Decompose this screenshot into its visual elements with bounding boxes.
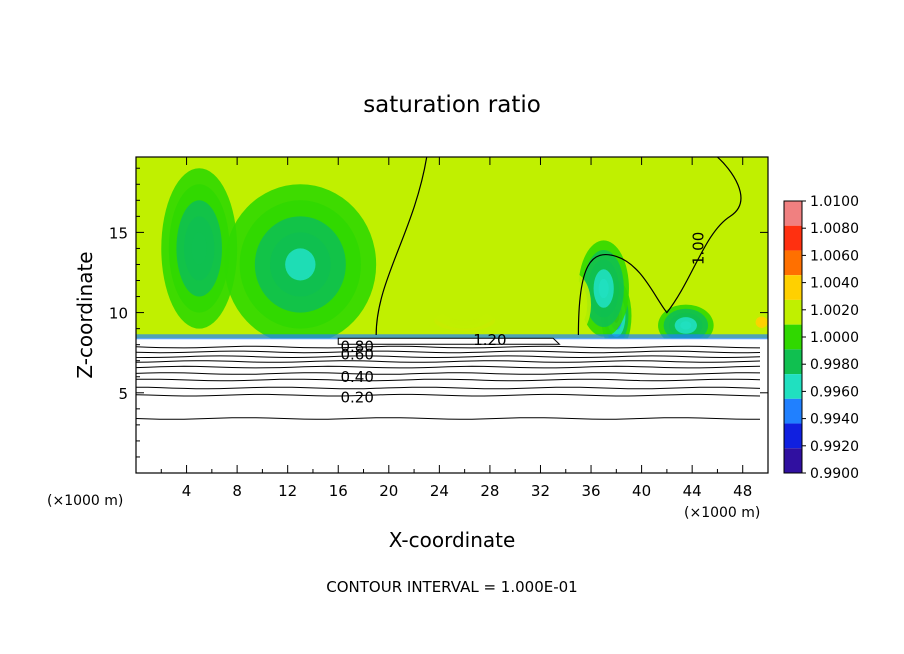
colorbar-label-0: 1.0100 [810, 194, 859, 210]
x-tick-label-2: 12 [278, 482, 297, 500]
contour-label-1: 1.00 [689, 232, 707, 265]
colorbar-bin-5 [784, 324, 802, 350]
contour-1-00-right [577, 157, 742, 336]
field-blob-3 [598, 278, 609, 299]
contour-label-3: 0.60 [340, 345, 373, 363]
x-tick-label-9: 40 [632, 482, 651, 500]
colorbar-bin-10 [784, 448, 802, 473]
x-tick-label-7: 32 [531, 482, 550, 500]
contour-line-2 [136, 355, 761, 359]
colorbar-label-4: 1.0020 [810, 303, 859, 319]
x-tick-label-10: 44 [683, 482, 702, 500]
colorbar-bin-4 [784, 299, 802, 325]
y-tick-label-1: 10 [109, 305, 128, 323]
x-tick-label-0: 4 [182, 482, 192, 500]
contour-line-8 [136, 393, 761, 397]
x-unit-right: (×1000 m) [684, 505, 760, 521]
x-axis-label: X-coordinate [389, 528, 516, 552]
y-tick-label-0: 5 [118, 385, 128, 403]
contour-line-5 [136, 372, 761, 375]
contour-label-0: 1.20 [473, 331, 506, 349]
field-blob-4 [680, 321, 692, 330]
colorbar-label-5: 1.0000 [810, 330, 859, 346]
colorbar-bin-8 [784, 398, 802, 424]
plot-frame [135, 156, 769, 474]
colorbar-label-10: 0.9900 [810, 466, 859, 482]
contour-label-2: 0.80 [340, 337, 373, 355]
contour-1-20 [337, 337, 561, 345]
subcloud-region [136, 338, 768, 473]
x-tick-label-4: 20 [379, 482, 398, 500]
colorbar-bin-9 [784, 423, 802, 449]
contour-label-4: 0.40 [340, 368, 373, 386]
saturation-field [136, 157, 768, 473]
cloud-base-band [136, 334, 768, 340]
contour-interval-note: CONTOUR INTERVAL = 1.000E-01 [326, 578, 577, 596]
colorbar-label-3: 1.0040 [810, 276, 859, 292]
contour-line-9 [136, 417, 761, 420]
contour-line-1 [136, 350, 761, 354]
x-tick-label-6: 28 [480, 482, 499, 500]
field-blob-0 [285, 248, 316, 281]
contour-lines [136, 157, 761, 420]
x-tick-label-1: 8 [232, 482, 242, 500]
field-blob-1 [191, 232, 207, 265]
contour-line-0 [136, 345, 761, 349]
colorbar-label-6: 0.9980 [810, 357, 859, 373]
contour-labels: 1.20 1.00 0.800.60 0.40 0.20 [340, 232, 707, 407]
colorbar-bin-7 [784, 374, 802, 399]
colorbar-bin-0 [784, 201, 802, 226]
contour-line-7 [136, 386, 761, 390]
colorbar-bin-6 [784, 349, 802, 375]
colorbar-label-9: 0.9920 [810, 439, 859, 455]
y-tick-label-2: 15 [109, 224, 128, 242]
contour-line-3 [136, 360, 761, 363]
contour-1-00-left [375, 157, 428, 336]
x-tick-label-5: 24 [430, 482, 449, 500]
field-blob-6 [454, 288, 475, 305]
contour-line-6 [136, 378, 761, 382]
chart-title: saturation ratio [363, 92, 541, 118]
colorbar-bin-3 [784, 275, 802, 300]
x-tick-label-3: 16 [329, 482, 348, 500]
x-unit-left: (×1000 m) [47, 493, 123, 509]
field-blob-8 [759, 320, 764, 325]
colorbar-label-8: 0.9940 [810, 412, 859, 428]
contour-line-4 [136, 365, 761, 369]
colorbar-label-2: 1.0060 [810, 248, 859, 264]
contour-label-5: 0.20 [340, 389, 373, 407]
colorbar-label-1: 1.0080 [810, 221, 859, 237]
x-tick-label-8: 36 [581, 482, 600, 500]
colorbar: 1.0100 1.0080 1.0060 1.0040 1.0020 1.0000 0.99… [783, 194, 859, 482]
colorbar-bin-1 [784, 225, 802, 251]
field-blob-7 [568, 298, 576, 311]
y-axis-label: Z-coordinate [73, 251, 97, 378]
colorbar-label-7: 0.9960 [810, 384, 859, 400]
x-tick-label-11: 48 [733, 482, 752, 500]
colorbar-bin-2 [784, 250, 802, 276]
